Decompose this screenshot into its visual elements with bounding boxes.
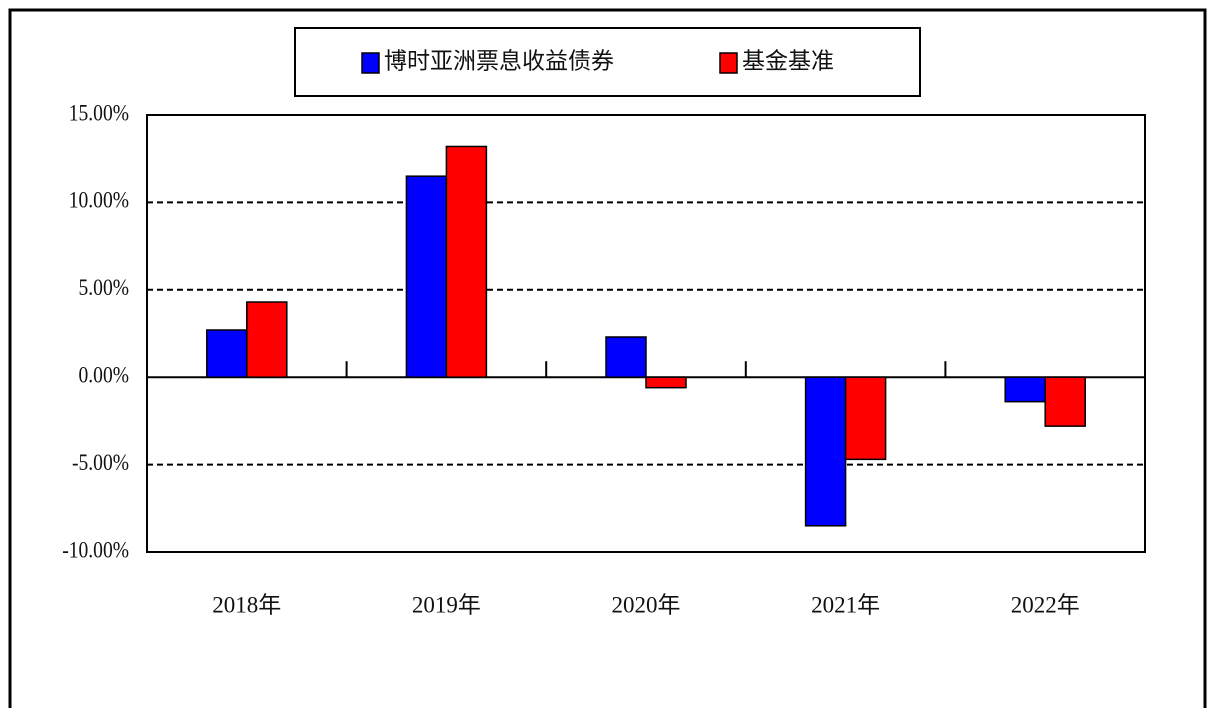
legend-swatch [719, 52, 738, 74]
y-tick-label: -5.00% [72, 449, 129, 475]
legend [294, 27, 921, 97]
plot-area [146, 114, 1146, 553]
legend-swatch [361, 52, 380, 74]
bar [1004, 376, 1046, 403]
bar [206, 329, 248, 378]
y-tick-label: 0.00% [79, 362, 130, 388]
legend-label: 基金基准 [742, 48, 834, 73]
bar [605, 336, 647, 378]
bar [246, 301, 288, 378]
y-tick-label: 5.00% [79, 275, 130, 301]
y-tick-label: 15.00% [69, 100, 129, 126]
x-tick-label: 2019年 [412, 592, 481, 617]
bar [445, 145, 488, 378]
bar [804, 376, 847, 527]
bar [405, 175, 448, 378]
y-tick-label: 10.00% [69, 187, 129, 213]
outer-frame [8, 8, 1207, 708]
legend-label: 博时亚洲票息收益债券 [384, 48, 614, 73]
x-tick-label: 2020年 [612, 592, 681, 617]
x-tick-label: 2018年 [212, 592, 281, 617]
bar [645, 376, 687, 389]
x-tick-label: 2022年 [1011, 592, 1080, 617]
x-tick-label: 2021年 [811, 592, 880, 617]
y-tick-label: -10.00% [62, 537, 129, 563]
bar [1044, 376, 1086, 427]
bar [844, 376, 887, 461]
